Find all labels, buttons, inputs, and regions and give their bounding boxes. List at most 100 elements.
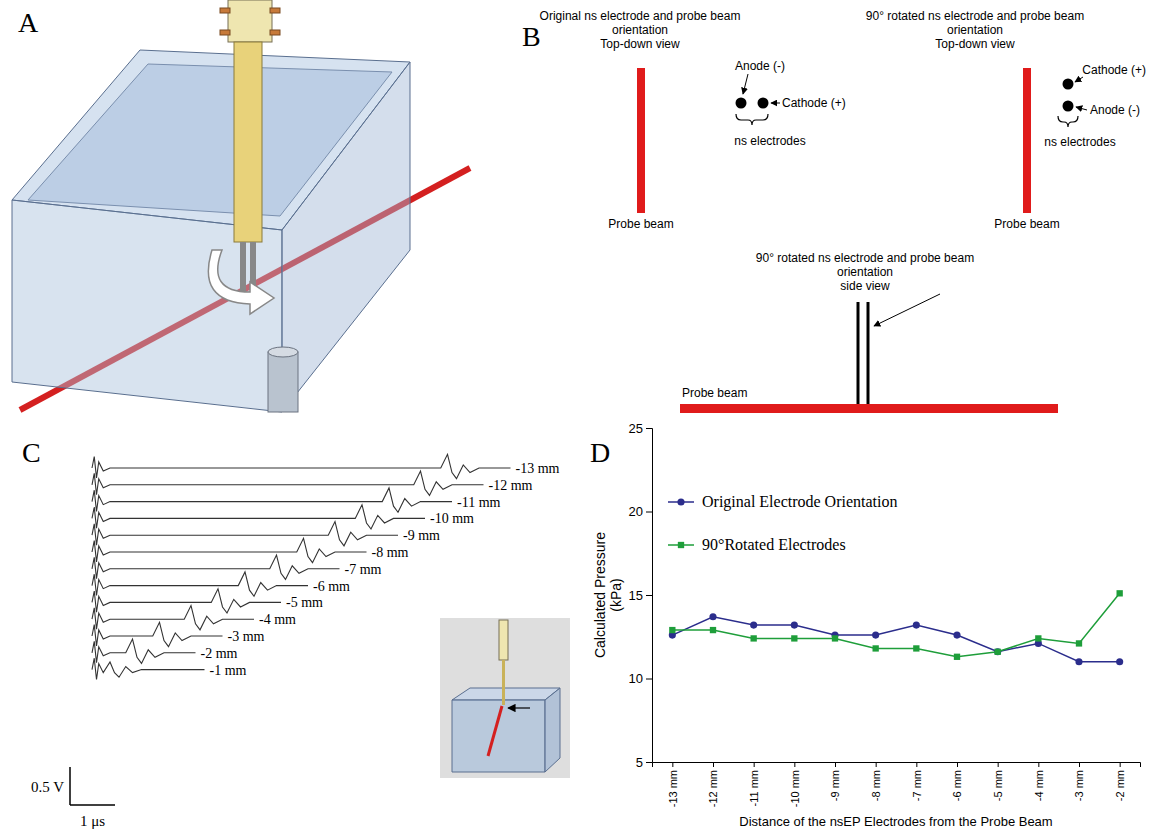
trace-label: -7 mm (345, 562, 382, 577)
trace-label: -4 mm (259, 612, 296, 627)
trace (92, 606, 254, 630)
y-axis: 5 10 15 20 25 (629, 421, 653, 770)
x-tick-mark (754, 762, 755, 767)
x-tick-label: -6 mm (951, 770, 963, 801)
text-line: orientation (837, 265, 893, 279)
view-label: side view (840, 279, 890, 293)
y-tick-label: 5 (636, 755, 643, 770)
x-tick-label: -11 mm (748, 770, 760, 806)
y-tick-mark (646, 595, 652, 596)
trace-label: -1 mm (210, 663, 247, 678)
series-marker (953, 632, 960, 639)
x-tick: -11 mm (748, 762, 760, 806)
panel-label: D (590, 437, 610, 468)
electrodes-label: ns electrodes (1044, 135, 1115, 149)
inset-tank-side (545, 688, 560, 772)
x-tick-label: -8 mm (870, 770, 882, 801)
trace (92, 589, 281, 613)
x-tick: -5 mm (992, 762, 1004, 801)
y-tick-label: 15 (629, 588, 643, 603)
pointer (771, 103, 780, 104)
beam-label: Probe beam (682, 386, 747, 400)
trace (92, 555, 340, 579)
series-marker (873, 645, 879, 651)
hydrophone-top (268, 347, 298, 357)
series-marker (1075, 658, 1082, 665)
y-tick-label: 20 (629, 504, 643, 519)
x-tick-mark (957, 762, 958, 767)
y-axis-title: Calculated Pressure(kPa) (592, 532, 624, 658)
trace-label: -10 mm (430, 511, 474, 526)
holder-peg (220, 8, 230, 13)
probe-beam (637, 68, 645, 213)
x-tick-label: -9 mm (829, 770, 841, 801)
panel-d: D 5 10 15 20 25 -13 mm -12 mm -11 mm -10 mm -9 mm -… (590, 421, 1141, 829)
trace (92, 658, 205, 679)
y-tick-label: 25 (629, 421, 643, 436)
trace (92, 505, 425, 529)
inset-arrow (508, 707, 530, 708)
holder-peg (270, 30, 280, 35)
brace (1058, 116, 1078, 127)
x-tick: -6 mm (951, 762, 963, 801)
legend: Original Electrode Orientation90°Rotated… (668, 493, 897, 553)
electrode-side (867, 302, 870, 404)
series-marker (1076, 640, 1082, 646)
y-tick: 25 (629, 421, 652, 436)
x-tick-label: -7 mm (911, 770, 923, 801)
y-tick-mark (646, 679, 652, 680)
series-marker (791, 635, 797, 641)
probe-beam (680, 404, 1058, 413)
sub-title: 90° rotated ns electrode and probe beamo… (756, 251, 974, 279)
x-tick: -13 mm (667, 762, 679, 807)
text-line: Calculated Pressure (592, 532, 608, 658)
trace (92, 454, 511, 478)
inset-electrode (502, 660, 505, 705)
electrode-side (857, 302, 860, 404)
legend-label: Original Electrode Orientation (702, 493, 897, 511)
x-tick: -4 mm (1033, 762, 1045, 801)
beam-label: Probe beam (608, 217, 673, 231)
series-marker (913, 645, 919, 651)
text-line: 90° rotated ns electrode and probe beam (866, 9, 1084, 23)
series-marker (710, 627, 716, 633)
cathode-label: Cathode (+) (782, 96, 846, 110)
series-marker (1116, 658, 1123, 665)
y-tick-label: 10 (629, 671, 643, 686)
trace-label: -13 mm (516, 461, 560, 476)
panel-c: C-13 mm-12 mm-11 mm-10 mm-9 mm-8 mm-7 mm… (22, 437, 570, 829)
probe-beam (1023, 68, 1031, 213)
pointer (743, 74, 748, 94)
series-marker (913, 621, 920, 628)
y-tick: 10 (629, 671, 652, 686)
x-tick: -2 mm (1114, 762, 1126, 801)
text-line: (kPa) (608, 578, 624, 611)
x-tick-label: -5 mm (992, 770, 1004, 801)
x-tick-label: -3 mm (1073, 770, 1085, 801)
legend-marker (678, 542, 684, 548)
x-tick: -7 mm (911, 762, 923, 801)
y-axis-line (646, 429, 653, 763)
series-marker (954, 654, 960, 660)
series-marker (1035, 635, 1041, 641)
trace (92, 471, 484, 495)
scale-bar-x (70, 804, 115, 806)
panel-label: B (522, 21, 541, 52)
x-tick-mark (998, 762, 999, 767)
x-tick-mark (916, 762, 917, 767)
series-marker (751, 635, 757, 641)
x-tick: -12 mm (707, 762, 719, 807)
pointer (874, 294, 940, 326)
x-tick-mark (1038, 762, 1039, 767)
panel-b: BOriginal ns electrode and probe beamori… (522, 9, 1146, 413)
sub-title: Original ns electrode and probe beamorie… (540, 9, 741, 37)
view-label: Top-down view (600, 37, 680, 51)
trace-label: -11 mm (457, 495, 501, 510)
trace-label: -6 mm (313, 579, 350, 594)
holder-peg (220, 30, 230, 35)
x-tick-label: -10 mm (789, 770, 801, 807)
inset-ground (440, 618, 570, 778)
legend-marker (677, 498, 684, 505)
series-marker (995, 649, 1001, 655)
electrode-tube (234, 42, 262, 242)
